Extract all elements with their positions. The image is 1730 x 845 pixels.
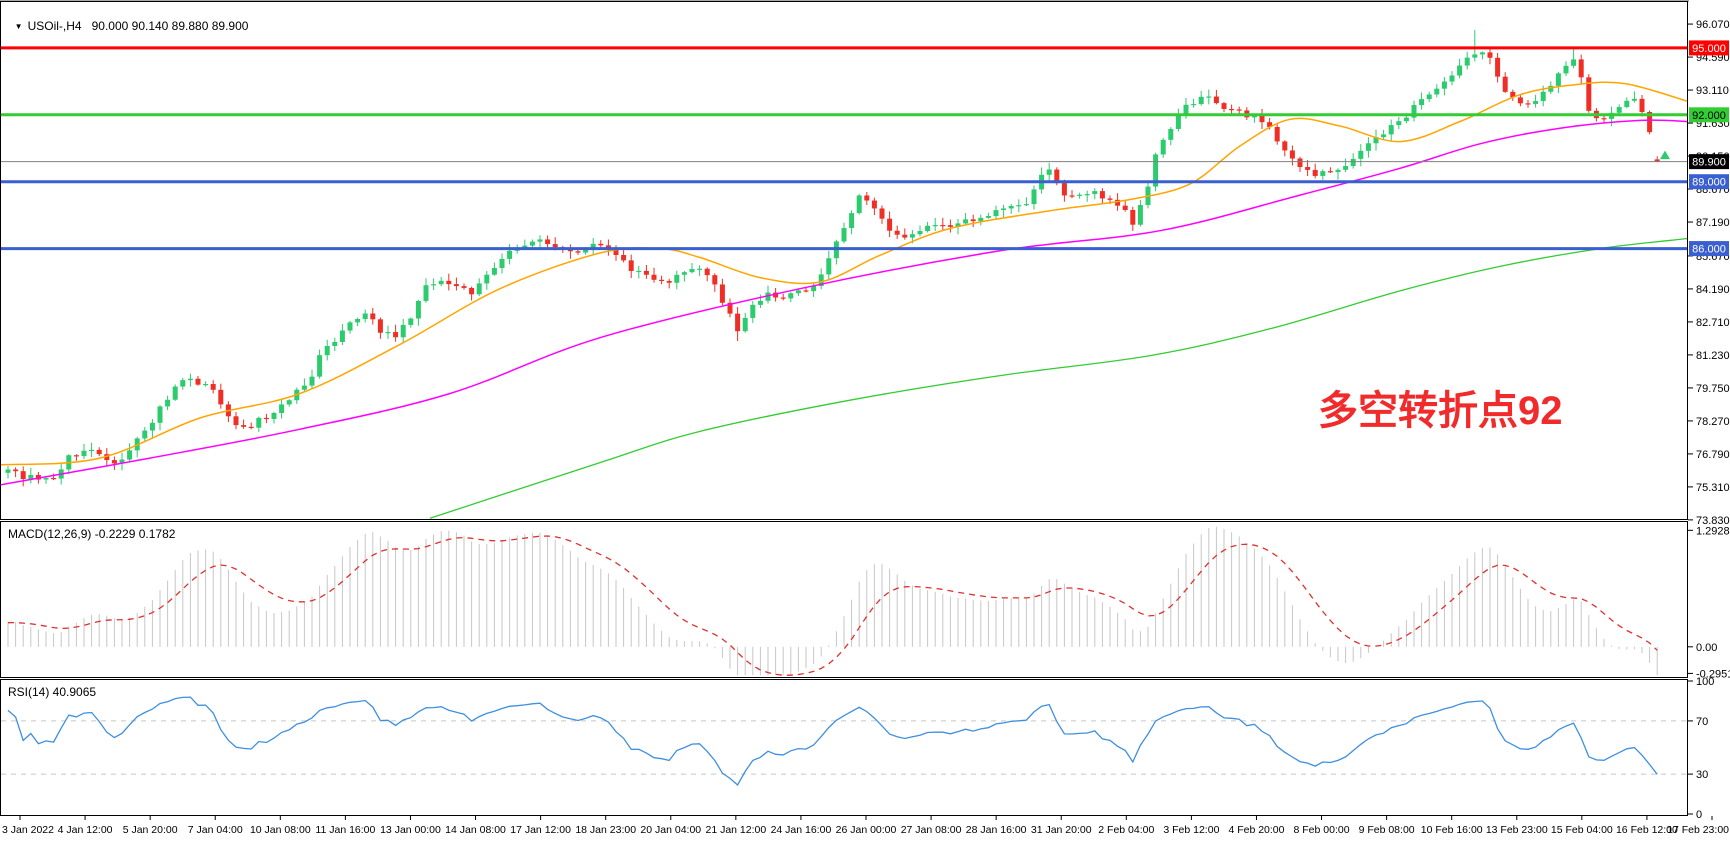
svg-text:95.000: 95.000 [1692, 43, 1726, 55]
macd-tick-label: 1.2928 [1696, 525, 1730, 537]
time-axis-label: 17 Jan 12:00 [510, 824, 571, 836]
chart-header: ▼ USOil-,H4 90.000 90.140 89.880 89.900 [8, 5, 249, 33]
time-axis-label: 18 Jan 23:00 [575, 824, 636, 836]
price-badge-95.000 [1689, 40, 1729, 56]
time-axis[interactable]: 3 Jan 2022 4 Jan 12:00 5 Jan 20:00 7 Jan 04… [2, 816, 1729, 836]
rsi-indicator-label: RSI(14) 40.9065 [8, 685, 97, 699]
price-tick-label: 79.750 [1696, 383, 1730, 395]
time-axis-label: 10 Jan 08:00 [250, 824, 311, 836]
annotation-text: 多空转折点92 [1318, 389, 1563, 433]
time-axis-label: 14 Jan 08:00 [445, 824, 506, 836]
time-axis-label: 15 Feb 04:00 [1551, 824, 1613, 836]
time-axis-label: 4 Feb 20:00 [1228, 824, 1284, 836]
price-tick-label: 78.270 [1696, 416, 1730, 428]
time-axis-label: 20 Jan 04:00 [640, 824, 701, 836]
svg-text:89.900: 89.900 [1692, 157, 1726, 169]
time-axis-label: 4 Jan 12:00 [58, 824, 113, 836]
time-axis-label: 2 Feb 04:00 [1098, 824, 1154, 836]
macd-indicator-label: MACD(12,26,9) -0.2229 0.1782 [8, 527, 176, 541]
ma-slow-green-line [429, 237, 1687, 519]
macd-histogram [7, 526, 1658, 676]
rsi-line [7, 696, 1658, 787]
macd-panel-border [0, 521, 1688, 678]
price-axis[interactable]: 96.07094.59093.11091.63090.15088.67087.1… [1688, 19, 1730, 821]
time-axis-label: 27 Jan 08:00 [901, 824, 962, 836]
current-price-badge [1689, 154, 1729, 170]
ma-mid-magenta-line [1, 119, 1687, 486]
price-tick-label: 93.110 [1696, 85, 1729, 97]
rsi-tick-label: 70 [1696, 716, 1708, 728]
price-tick-label: 81.230 [1696, 350, 1730, 362]
candles-layer [5, 30, 1660, 487]
time-axis-label: 13 Feb 23:00 [1486, 824, 1548, 836]
price-tick-label: 82.710 [1696, 317, 1730, 329]
symbol-timeframe-label: USOil-,H4 [27, 19, 82, 33]
rsi-tick-label: 30 [1696, 769, 1708, 781]
time-axis-label: 13 Jan 00:00 [380, 824, 441, 836]
time-axis-label: 21 Jan 12:00 [705, 824, 766, 836]
time-axis-label: 9 Feb 08:00 [1359, 824, 1415, 836]
time-axis-label: 31 Jan 20:00 [1031, 824, 1092, 836]
price-tick-label: 73.830 [1696, 515, 1730, 527]
price-tick-label: 76.790 [1696, 449, 1730, 461]
symbol-dropdown-icon[interactable]: ▼ [14, 22, 23, 31]
svg-text:86.000: 86.000 [1692, 244, 1726, 256]
price-tick-label: 87.190 [1696, 217, 1730, 229]
price-badge-89.000 [1689, 174, 1729, 190]
time-axis-label: 11 Jan 16:00 [315, 824, 375, 836]
time-axis-label: 8 Feb 00:00 [1294, 824, 1350, 836]
price-badge-92.000 [1689, 107, 1729, 123]
time-axis-label: 5 Jan 20:00 [123, 824, 178, 836]
rsi-tick-label: 100 [1696, 676, 1714, 688]
time-axis-label: 17 Feb 23:00 [1667, 824, 1729, 836]
time-axis-label: 24 Jan 16:00 [771, 824, 832, 836]
time-axis-label: 7 Jan 04:00 [188, 824, 243, 836]
rsi-panel-border [0, 679, 1688, 816]
svg-text:89.000: 89.000 [1692, 177, 1726, 189]
price-tick-label: 84.190 [1696, 284, 1730, 296]
time-axis-label: 28 Jan 16:00 [966, 824, 1027, 836]
macd-signal-line [7, 535, 1658, 676]
price-badge-86.000 [1689, 241, 1729, 257]
price-tick-label: 96.070 [1696, 19, 1730, 31]
price-arrow-marker [1660, 150, 1670, 160]
price-tick-label: 75.310 [1696, 482, 1730, 494]
time-axis-label: 16 Feb 12:00 [1616, 824, 1678, 836]
ma-fast-orange-line [1, 81, 1687, 466]
svg-text:92.000: 92.000 [1692, 110, 1726, 122]
price-tick-label: 91.630 [1696, 118, 1730, 130]
time-axis-label: 3 Jan 2022 [2, 824, 54, 836]
macd-tick-label: -0.2951 [1696, 668, 1730, 680]
moving-averages-layer [1, 81, 1687, 519]
rsi-tick-label: 0 [1696, 809, 1702, 821]
price-panel-border [0, 1, 1688, 520]
time-axis-label: 3 Feb 12:00 [1163, 824, 1219, 836]
ohlc-values: 90.000 90.140 89.880 89.900 [91, 19, 249, 33]
time-axis-label: 26 Jan 00:00 [836, 824, 897, 836]
macd-tick-label: 0.00 [1696, 642, 1717, 654]
time-axis-label: 10 Feb 16:00 [1421, 824, 1483, 836]
